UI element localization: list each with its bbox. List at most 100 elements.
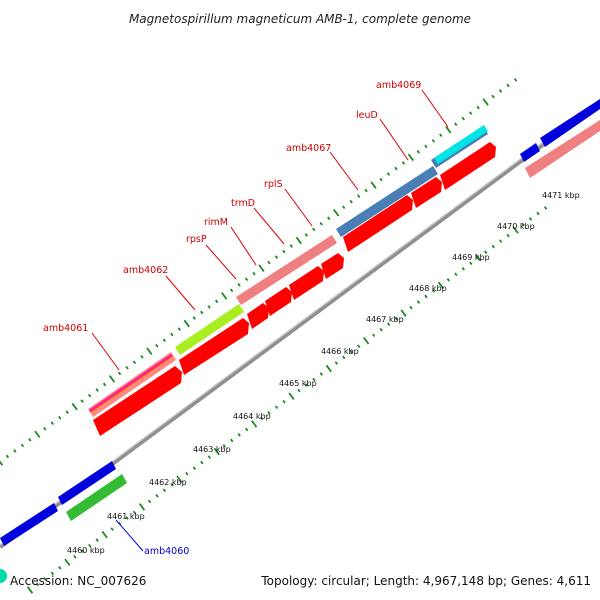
gene-arrow-leuD[interactable] (411, 177, 442, 208)
gene-arrow-amb4069[interactable] (440, 142, 496, 190)
scale-label: 4464 kbp (233, 412, 271, 421)
minor-tick (394, 166, 398, 171)
minor-tick (110, 527, 114, 531)
callout-rplS (284, 188, 313, 227)
minor-tick (364, 188, 368, 193)
gene-label-amb4069[interactable]: amb4069 (376, 80, 421, 91)
minor-tick (491, 94, 495, 99)
gene-label-amb4062[interactable]: amb4062 (123, 265, 168, 276)
minor-tick (222, 444, 226, 448)
gene-block-rpsP-rimM-trmD-rplS[interactable] (236, 235, 337, 305)
gene-label-amb4067[interactable]: amb4067 (286, 143, 331, 154)
scale-label: 4471 kbp (542, 191, 580, 200)
gene-label-amb4061[interactable]: amb4061 (43, 323, 88, 334)
minor-tick (117, 371, 122, 376)
minor-tick (20, 443, 25, 448)
minor-tick (125, 516, 129, 520)
minor-tick (491, 244, 495, 249)
gene-block-amb4060-outer[interactable] (58, 461, 116, 505)
gene-label-rimM[interactable]: rimM (204, 217, 228, 228)
minor-tick (371, 333, 376, 338)
gene-block-amb4071[interactable] (525, 120, 600, 178)
major-tick (437, 281, 445, 290)
minor-tick (125, 366, 129, 370)
minor-tick (274, 255, 279, 259)
minor-tick (43, 426, 47, 431)
minor-tick (95, 538, 99, 542)
callout-amb4067 (329, 151, 359, 191)
minor-tick (200, 310, 204, 315)
gene-block-amb4061-stripe2 (90, 356, 174, 414)
minor-tick (461, 266, 466, 271)
minor-tick (357, 344, 361, 349)
gene-label-trmD[interactable]: trmD (231, 198, 255, 209)
position-marker (0, 569, 7, 583)
minor-tick (431, 289, 436, 293)
minor-tick (244, 427, 249, 432)
minor-tick (65, 410, 69, 414)
gene-label-amb4060[interactable]: amb4060 (144, 546, 189, 557)
minor-tick (230, 438, 234, 443)
minor-tick (528, 217, 533, 221)
minor-tick (349, 199, 353, 204)
gene-arrow-rimM[interactable] (265, 287, 292, 316)
gene-label-rplS[interactable]: rplS (264, 179, 283, 190)
minor-tick (386, 322, 391, 327)
minor-tick (162, 488, 167, 493)
minor-tick (185, 471, 189, 476)
minor-tick (5, 454, 10, 459)
major-tick (64, 558, 71, 567)
callout-rpsP (205, 244, 237, 280)
minor-tick (132, 360, 137, 365)
minor-tick (80, 399, 84, 403)
minor-tick (386, 172, 391, 176)
minor-tick (140, 354, 144, 359)
minor-tick (379, 177, 383, 182)
gene-block-amb4070-start[interactable] (520, 143, 540, 162)
gene-arrow-amb4062[interactable] (179, 318, 249, 375)
scale-label: 4466 kbp (321, 347, 359, 356)
accession-text: Accession: NC_007626 (10, 574, 146, 588)
minor-tick (207, 305, 211, 309)
minor-tick (304, 233, 309, 237)
gene-block-amb4069-cyan[interactable] (434, 125, 488, 164)
minor-tick (416, 150, 421, 154)
gene-block-amb4070[interactable] (540, 99, 600, 147)
gene-arrow-rpsP[interactable] (247, 303, 269, 329)
gene-arrow-amb4067[interactable] (343, 195, 413, 252)
minor-tick (506, 83, 510, 88)
gene-arrow-rplS[interactable] (321, 253, 344, 279)
minor-tick (259, 416, 264, 421)
scale-label: 4463 kbp (193, 445, 231, 454)
minor-tick (229, 288, 234, 293)
gene-label-rpsP[interactable]: rpsP (186, 234, 207, 245)
scale-label: 4468 kbp (409, 284, 447, 293)
gene-block-amb4062[interactable] (175, 304, 244, 355)
callout-lines (91, 89, 449, 552)
gene-block-amb4060-inner[interactable] (66, 474, 127, 521)
minor-tick (379, 327, 383, 332)
minor-tick (50, 421, 55, 426)
minor-tick (409, 305, 413, 310)
major-tick (512, 226, 519, 234)
gene-label-leuD[interactable]: leuD (356, 110, 378, 121)
callout-leuD (379, 118, 409, 161)
major-tick (363, 337, 370, 345)
minor-tick (401, 161, 406, 165)
major-tick (295, 236, 302, 245)
gene-arrow-amb4061[interactable] (93, 366, 182, 436)
minor-tick (521, 222, 525, 227)
gene-arrow-trmD[interactable] (289, 266, 324, 300)
minor-tick (200, 460, 204, 465)
minor-tick (543, 206, 548, 210)
minor-tick (327, 216, 331, 221)
gene-block-amb4059[interactable] (0, 503, 58, 546)
minor-tick (155, 494, 159, 498)
minor-tick (319, 222, 323, 226)
minor-tick (312, 227, 316, 232)
major-tick (213, 447, 220, 456)
gene-block-amb4067-leuD[interactable] (336, 166, 438, 237)
major-tick (258, 264, 265, 272)
minor-tick (469, 261, 473, 266)
